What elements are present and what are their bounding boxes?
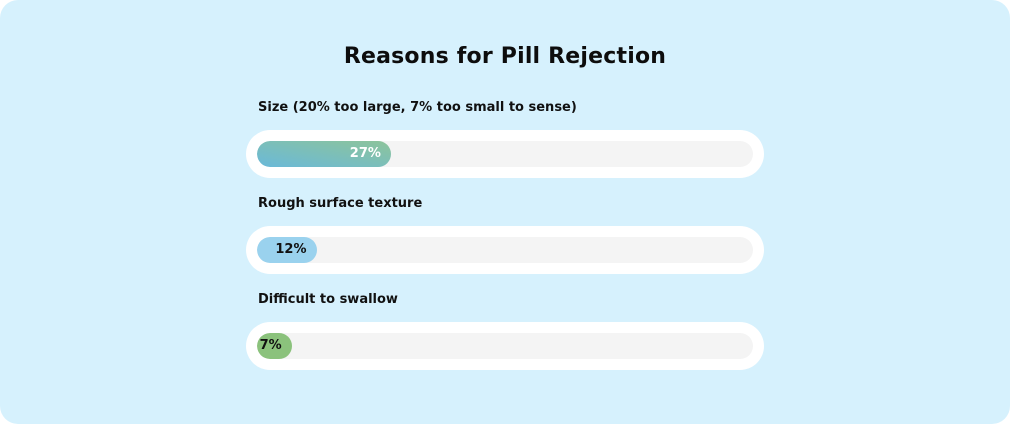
bar-fill: 12% [257,237,317,263]
bar-value-label: 7% [259,338,282,353]
bar-track: 7% [257,333,753,359]
bar-pill: 7% [246,322,764,370]
bar-label: Rough surface texture [258,196,423,211]
bar-track: 27% [257,141,753,167]
bar-value-label: 12% [275,242,307,257]
bar-fill: 27% [257,141,391,167]
bar-pill: 12% [246,226,764,274]
bar-label: Size (20% too large, 7% too small to sen… [258,100,577,115]
chart-title: Reasons for Pill Rejection [343,44,667,69]
bar-track: 12% [257,237,753,263]
bar-pill: 27% [246,130,764,178]
bar-value-label: 27% [349,146,381,161]
bar-fill: 7% [257,333,292,359]
bar-label: Difficult to swallow [258,292,398,307]
